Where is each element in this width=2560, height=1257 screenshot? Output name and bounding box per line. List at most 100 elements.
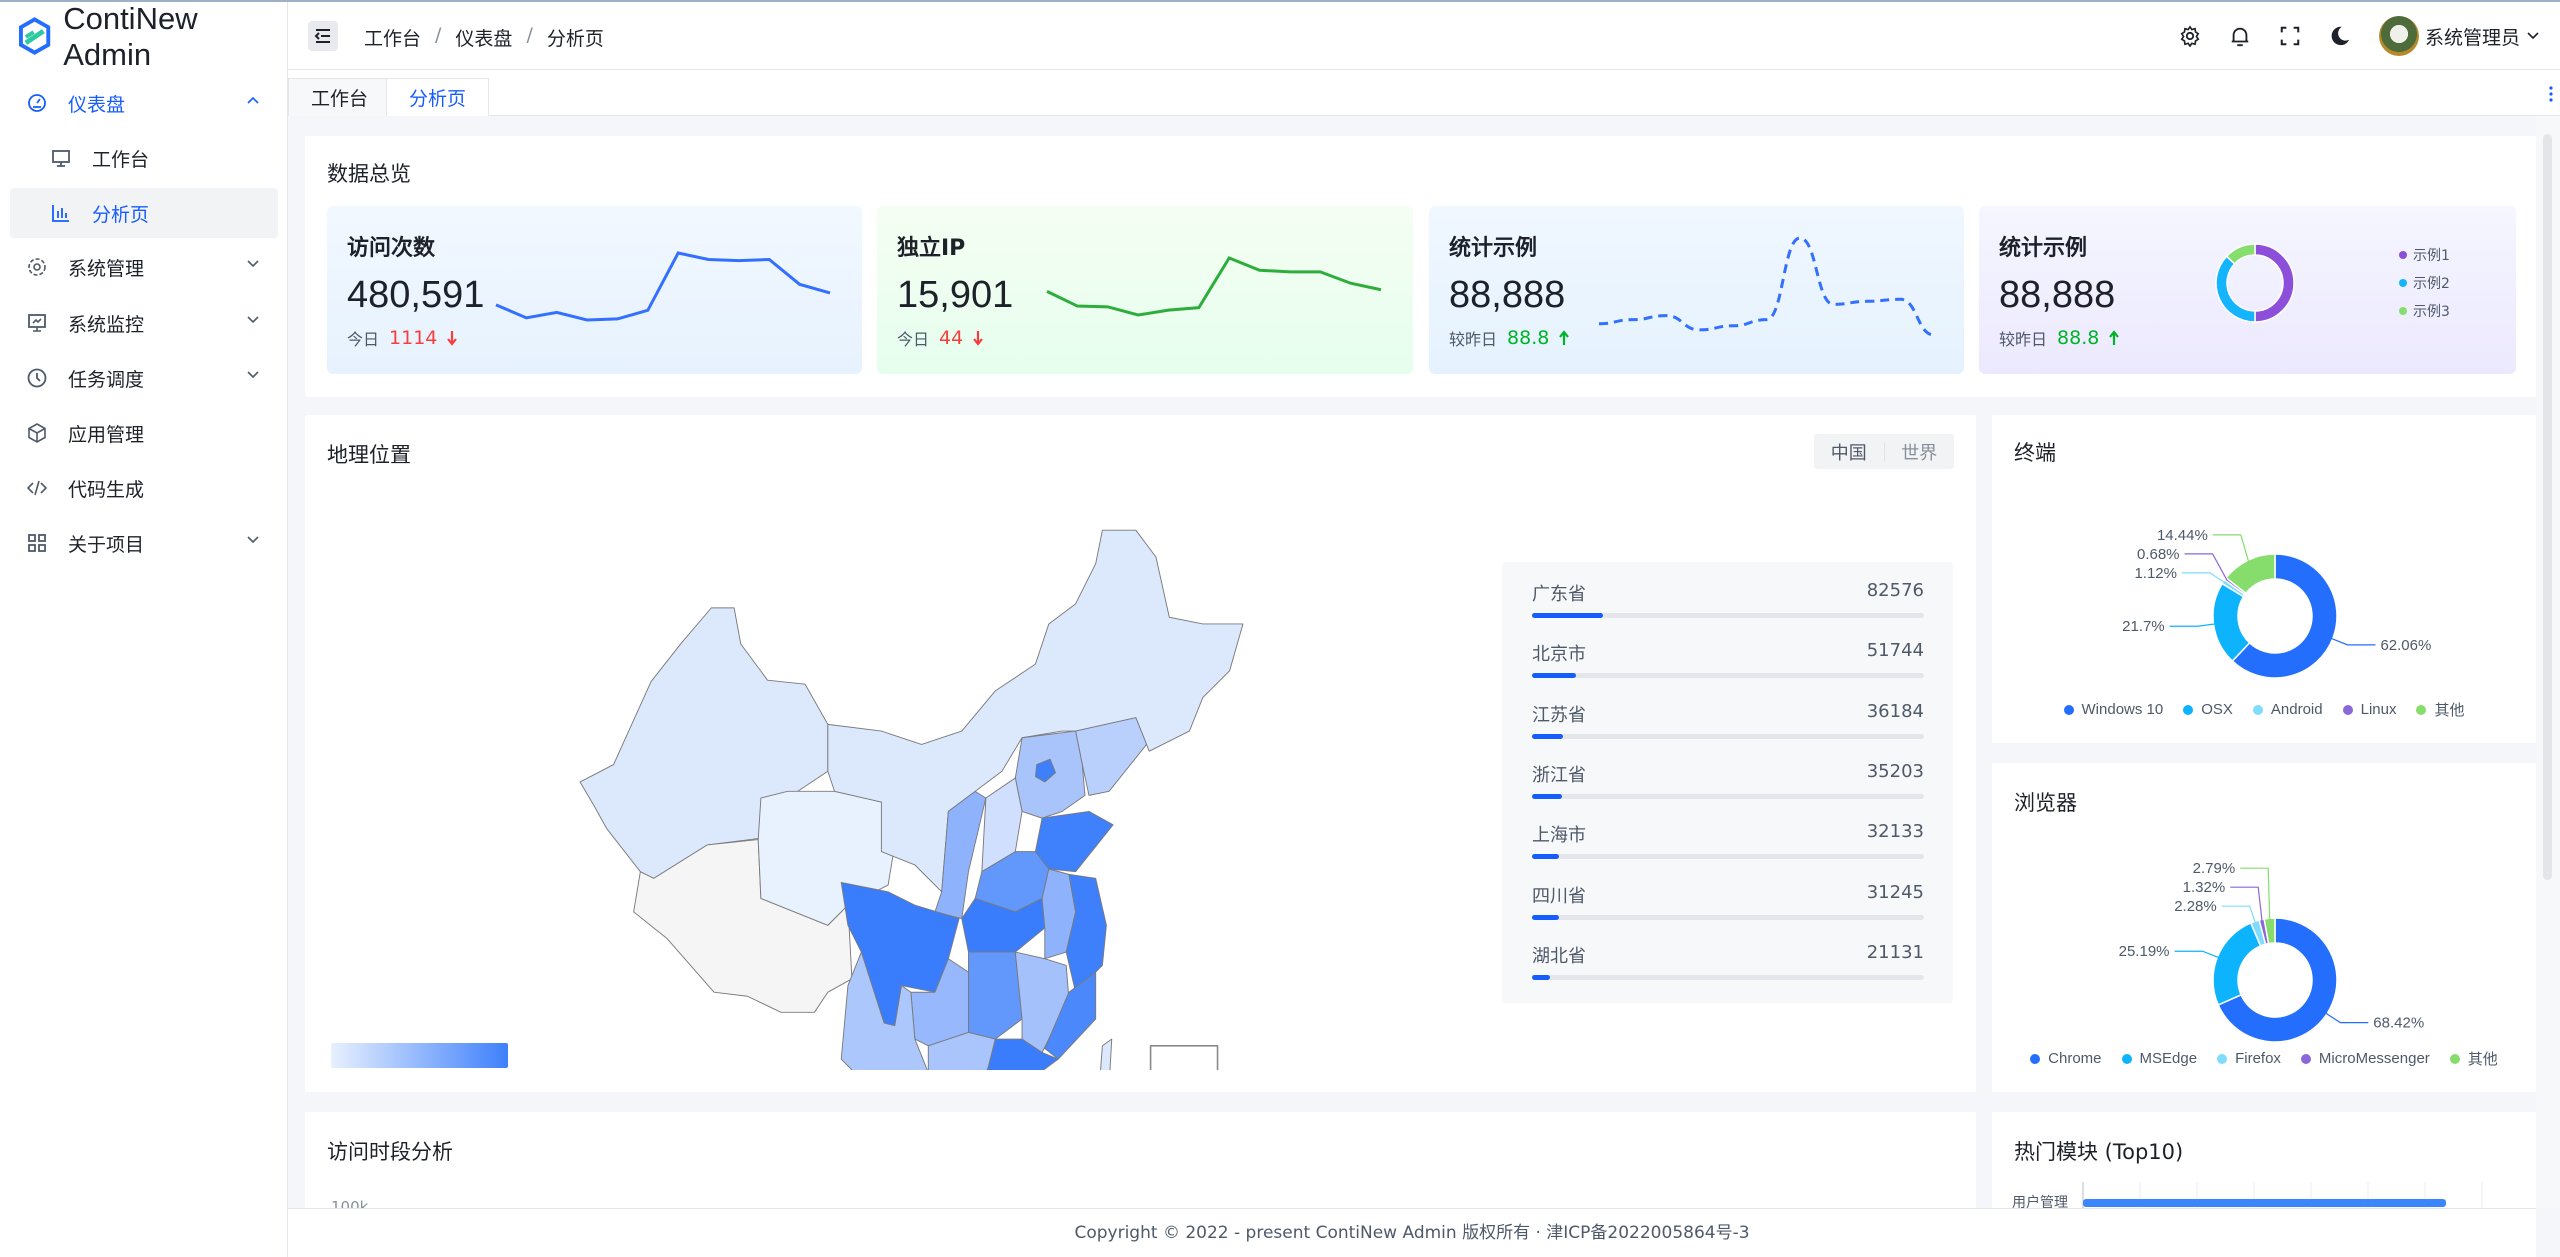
legend-item[interactable]: Windows 10 xyxy=(2063,699,2163,720)
chevron-down-icon xyxy=(247,260,259,268)
progress-fill xyxy=(1532,613,1603,618)
arrow-up-icon xyxy=(1559,330,1570,345)
moon-icon[interactable] xyxy=(2329,25,2351,47)
slice-label: 62.06% xyxy=(2380,637,2431,654)
slice-label: 25.19% xyxy=(2119,943,2170,960)
sidebar-item-5[interactable]: 任务调度 xyxy=(10,353,278,403)
sidebar-item-8[interactable]: 关于项目 xyxy=(10,518,278,568)
sidebar-item-2[interactable]: 分析页 xyxy=(10,188,278,238)
donut-slice[interactable] xyxy=(2263,917,2276,945)
donut-slice[interactable] xyxy=(2217,917,2338,1043)
geo-card: 地理位置 中国 世界 广东省 82576 北京市 51744 江苏省 36184 浙江省 35… xyxy=(305,415,1976,1092)
sidebar-item-0[interactable]: 仪表盘 xyxy=(10,78,278,128)
legend-item[interactable]: OSX xyxy=(2183,699,2233,720)
legend-item[interactable]: Chrome xyxy=(2030,1048,2102,1069)
province-value: 82576 xyxy=(1866,580,1924,601)
label-leader-line xyxy=(2212,534,2250,563)
province-name: 广东省 xyxy=(1532,584,1586,605)
breadcrumb: 工作台 / 仪表盘 / 分析页 xyxy=(364,24,604,51)
map-region-guangxi xyxy=(927,1031,996,1070)
stat-title: 统计示例 xyxy=(1999,236,2088,261)
legend-item[interactable]: Android xyxy=(2252,699,2323,720)
collapse-menu-button[interactable] xyxy=(308,21,338,51)
mini-donut-slice[interactable] xyxy=(2225,243,2256,265)
progress-track xyxy=(1532,854,1924,860)
progress-track xyxy=(1532,793,1924,799)
copyright-text: Copyright © 2022 - present ContiNew Admi… xyxy=(1074,1223,1750,1243)
footer: Copyright © 2022 - present ContiNew Admi… xyxy=(288,1208,2536,1257)
tab-analysis[interactable]: 分析页 xyxy=(386,78,490,116)
tab-label: 分析页 xyxy=(409,88,467,110)
progress-fill xyxy=(1532,854,1560,860)
arrow-down-icon xyxy=(447,331,458,346)
legend-label: Firefox xyxy=(2235,1050,2281,1067)
arrow-up-icon xyxy=(2109,330,2120,345)
legend-item[interactable]: 其他 xyxy=(2449,1048,2498,1069)
legend-label: Linux xyxy=(2360,701,2397,718)
legend-item[interactable]: 其他 xyxy=(2416,699,2464,720)
legend-dot xyxy=(2399,251,2407,259)
progress-track xyxy=(1532,613,1924,618)
province-value: 31245 xyxy=(1866,881,1924,903)
visual-map-gradient-legend[interactable] xyxy=(331,1043,508,1068)
toggle-world[interactable]: 世界 xyxy=(1901,442,1938,464)
user-menu[interactable]: 系统管理员 xyxy=(2378,16,2540,56)
sidebar-item-1[interactable]: 工作台 xyxy=(10,133,278,183)
sidebar-item-label: 系统管理 xyxy=(68,257,145,280)
china-map[interactable] xyxy=(560,510,1260,1070)
mini-donut-slice[interactable] xyxy=(2215,255,2256,323)
legend-item[interactable]: MicroMessenger xyxy=(2300,1048,2430,1069)
donut-slice[interactable] xyxy=(2225,553,2276,595)
tab-bar: 工作台 分析页 xyxy=(288,70,2560,116)
stat-sub-label: 较昨日 xyxy=(1999,330,2048,349)
donut-slice[interactable] xyxy=(2231,553,2338,679)
sparkline-series xyxy=(1046,256,1382,317)
cube-icon xyxy=(26,422,48,444)
toggle-china[interactable]: 中国 xyxy=(1830,442,1867,464)
legend-item[interactable]: Linux xyxy=(2342,699,2397,720)
stat-value: 15,901 xyxy=(897,274,1014,316)
sidebar-item-4[interactable]: 系统监控 xyxy=(10,298,278,348)
map-region-north xyxy=(827,529,1244,893)
stat-sub: 较昨日 88.8 xyxy=(1449,326,1570,350)
scrollbar-thumb[interactable] xyxy=(2543,134,2552,880)
sidebar-item-label: 工作台 xyxy=(92,148,150,171)
slice-label: 68.42% xyxy=(2373,1015,2424,1032)
terminal-donut-chart[interactable]: 62.06% 21.7% 1.12% 0.68% 14.44% xyxy=(1992,415,2536,743)
gear-icon[interactable] xyxy=(2179,25,2201,47)
bell-icon[interactable] xyxy=(2229,25,2251,47)
browser-title: 浏览器 xyxy=(2014,791,2077,815)
more-vertical-icon[interactable] xyxy=(2548,86,2554,102)
browser-donut-chart[interactable]: 68.42% 25.19% 2.28% 1.32% 2.79% xyxy=(1992,763,2536,1092)
sparkline-series xyxy=(495,251,831,322)
legend-item[interactable]: MSEdge xyxy=(2121,1048,2197,1069)
page-scrollbar[interactable] xyxy=(2536,116,2560,1208)
fullscreen-icon[interactable] xyxy=(2279,25,2301,47)
sidebar-item-6[interactable]: 应用管理 xyxy=(10,408,278,458)
label-leader-line xyxy=(2169,623,2216,627)
map-region-yunnan xyxy=(840,951,928,1070)
breadcrumb-item[interactable]: 仪表盘 xyxy=(455,28,513,50)
progress-fill xyxy=(1532,974,1551,980)
legend-item[interactable]: Firefox xyxy=(2217,1048,2281,1069)
mini-donut-slice[interactable] xyxy=(2254,243,2295,323)
map-region-tibet xyxy=(633,839,853,1013)
sidebar-item-label: 关于项目 xyxy=(68,533,145,556)
label-leader-line xyxy=(2230,886,2263,922)
slice-label: 21.7% xyxy=(2122,618,2165,635)
donut-slice[interactable] xyxy=(2212,921,2262,1006)
breadcrumb-item[interactable]: 工作台 xyxy=(364,28,422,50)
map-region-guangdong xyxy=(986,1038,1059,1070)
mini-donut-chart: 示例1 示例2 示例3 xyxy=(2215,243,2450,323)
bar-chart-icon xyxy=(50,202,72,224)
sidebar-item-label: 仪表盘 xyxy=(68,93,126,116)
logo[interactable]: ContiNew Admin xyxy=(18,1,287,72)
bar-user-management xyxy=(2083,1199,2446,1207)
sidebar-item-7[interactable]: 代码生成 xyxy=(10,463,278,513)
progress-fill xyxy=(1532,793,1563,799)
province-name: 四川省 xyxy=(1532,885,1586,907)
tab-workbench[interactable]: 工作台 xyxy=(288,78,392,116)
legend-label: Chrome xyxy=(2048,1050,2102,1067)
sparkline-chart xyxy=(1046,256,1382,317)
sidebar-item-3[interactable]: 系统管理 xyxy=(10,242,278,292)
